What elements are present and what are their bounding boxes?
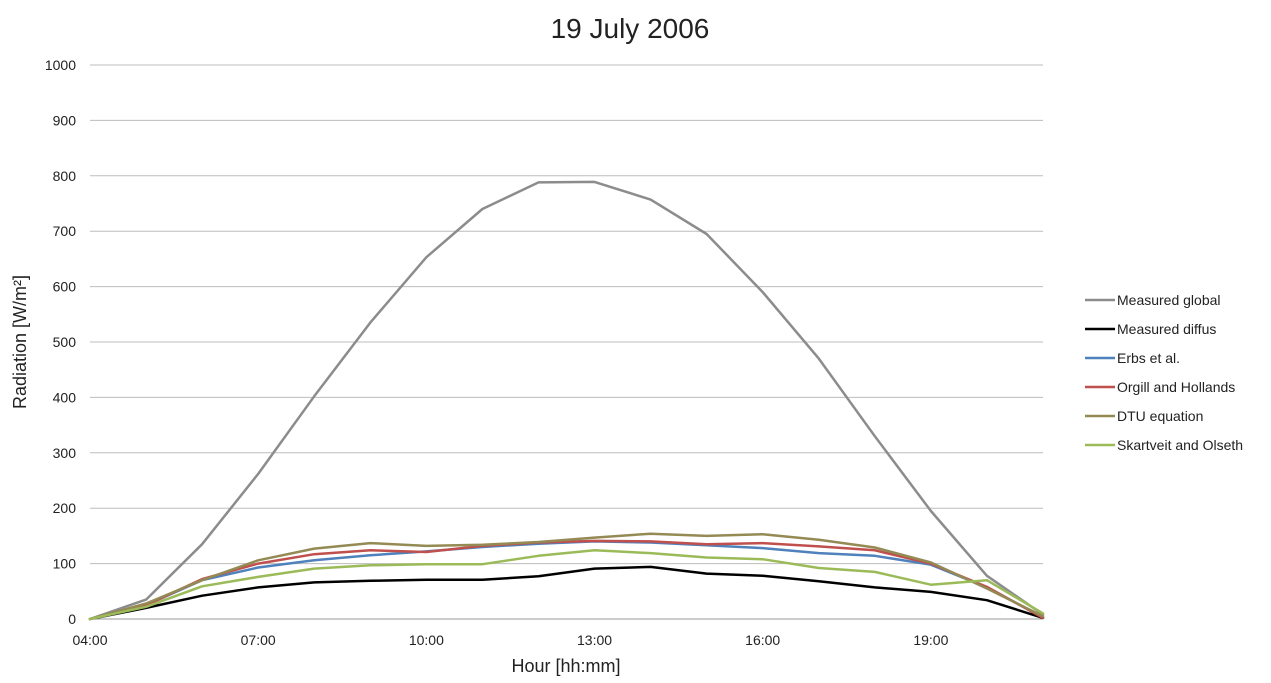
x-tick-label: 19:00: [913, 632, 948, 648]
x-tick-label: 10:00: [409, 632, 444, 648]
legend-entry: Orgill and Hollands: [1117, 379, 1235, 395]
x-tick-label: 16:00: [745, 632, 780, 648]
y-tick-label: 400: [53, 389, 77, 405]
x-axis-ticks: 04:00 07:00 10:00 13:00 16:00 19:00: [72, 632, 948, 648]
y-axis-label: Radiation [W/m²]: [10, 275, 30, 409]
y-tick-label: 0: [68, 611, 76, 627]
x-tick-label: 04:00: [72, 632, 107, 648]
y-tick-label: 800: [53, 168, 77, 184]
legend-entry: Skartveit and Olseth: [1117, 437, 1243, 453]
y-axis-ticks: 0 100 200 300 400 500 600 700 800 900 1000: [45, 57, 76, 627]
series-line-6: [88, 549, 1045, 621]
y-tick-label: 700: [53, 223, 77, 239]
series-line-1: [88, 180, 1045, 621]
legend-entry: Erbs et al.: [1117, 350, 1180, 366]
y-tick-label: 600: [53, 279, 77, 295]
grid-lines: [90, 64, 1043, 620]
legend: Measured global Measured diffus Erbs et al…: [1085, 292, 1243, 453]
legend-entry: Measured global: [1117, 292, 1221, 308]
y-tick-label: 100: [53, 556, 77, 572]
y-tick-label: 300: [53, 445, 77, 461]
series-line-2: [88, 565, 1045, 621]
y-tick-label: 500: [53, 334, 77, 350]
series-line-5: [88, 532, 1045, 621]
legend-entry: DTU equation: [1117, 408, 1203, 424]
x-tick-label: 07:00: [241, 632, 276, 648]
legend-entry: Measured diffus: [1117, 321, 1216, 337]
series-lines: [88, 180, 1045, 621]
y-tick-label: 200: [53, 500, 77, 516]
x-tick-label: 13:00: [577, 632, 612, 648]
x-axis-label: Hour [hh:mm]: [511, 656, 620, 676]
chart-title: 19 July 2006: [551, 13, 710, 44]
series-line-4: [88, 539, 1045, 621]
y-tick-label: 900: [53, 112, 77, 128]
y-tick-label: 1000: [45, 57, 76, 73]
